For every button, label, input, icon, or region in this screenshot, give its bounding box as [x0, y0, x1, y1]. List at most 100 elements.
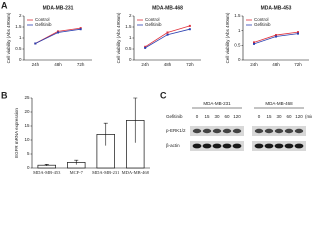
x-tick-label: 24h: [141, 62, 149, 67]
y-axis-label: EGFR mRNA expression: [14, 108, 19, 158]
band: [254, 143, 264, 149]
axis: [242, 16, 309, 61]
marker: [188, 28, 191, 31]
y-tick-label: 25: [24, 95, 30, 100]
x-tick-label: MCF-7: [70, 170, 84, 175]
x-tick-label: MDA-MB-453: [33, 170, 61, 175]
y-tick-label: 20: [24, 109, 30, 114]
figure: A B C 0 0.5 1 1.5 2 Cell viability (Abs 490nm…: [1, 0, 312, 175]
y-axis-label: Cell viability (Abs 490nm): [6, 12, 11, 63]
marker: [144, 45, 147, 48]
y-tick-label: 0: [238, 57, 241, 62]
marker: [253, 42, 255, 45]
band: [274, 143, 284, 149]
marker: [253, 41, 255, 44]
band: [202, 128, 212, 134]
y-tick-label: 0: [19, 57, 22, 62]
error-bar: [74, 159, 79, 165]
band: [192, 128, 202, 134]
marker: [79, 28, 82, 31]
y-tick-label: 1.5: [125, 24, 132, 29]
legend-label: Gefitinib: [35, 22, 52, 27]
band: [264, 143, 274, 149]
x-tick-label: MDA-MB-468: [122, 170, 150, 175]
y-axis-label: Cell viability (Abs 490nm): [225, 12, 230, 63]
band: [232, 128, 242, 134]
group-label: MDA-MB-468: [265, 101, 293, 106]
lane-label: 0: [196, 114, 199, 119]
y-tick-label: 0.5: [15, 46, 22, 51]
y-axis-label: Cell viability (Abs 490nm): [116, 12, 121, 63]
band: [254, 128, 264, 134]
marker: [297, 32, 299, 35]
marker: [57, 31, 59, 34]
y-tick-label: 0: [27, 165, 30, 170]
error-bar: [44, 164, 49, 167]
lane-label: 30: [276, 114, 282, 119]
band: [264, 128, 274, 134]
y-tick-label: 2: [129, 13, 132, 18]
panel-label: B: [1, 90, 8, 100]
chart-title: MDA-MB-468: [152, 5, 183, 11]
lane-label: 120: [233, 114, 241, 119]
marker: [275, 34, 277, 37]
marker: [166, 33, 169, 36]
x-tick-label: 48h: [54, 62, 62, 67]
lane-label: 120: [295, 114, 303, 119]
lane-label: 30: [214, 114, 220, 119]
marker: [57, 30, 59, 33]
x-tick-label: 72h: [294, 62, 302, 67]
x-tick-label: 24h: [32, 62, 40, 67]
x-tick-label: 48h: [164, 62, 172, 67]
band: [192, 143, 202, 149]
legend-label: Gefitinib: [145, 22, 162, 27]
legend-label: Control: [35, 17, 50, 22]
marker: [275, 35, 277, 38]
marker: [166, 31, 169, 34]
lane-label: 0: [258, 114, 261, 119]
y-tick-label: 10: [24, 137, 30, 142]
chart-title: MDA-MB-231: [43, 5, 74, 11]
y-tick-label: 0.5: [125, 46, 132, 51]
x-tick-label: 72h: [186, 62, 194, 67]
x-tick-label: 24h: [250, 62, 258, 67]
group-label: MDA-MB-231: [203, 101, 231, 106]
panel-label: C: [160, 90, 167, 100]
y-tick-label: 1: [19, 35, 22, 40]
y-tick-label: 1: [129, 35, 132, 40]
marker: [188, 24, 191, 27]
band: [284, 143, 294, 149]
treatment-label: Gefitinib: [166, 114, 183, 119]
panel-label: A: [1, 0, 8, 10]
band: [202, 143, 212, 149]
band: [294, 128, 304, 134]
error-bar: [103, 122, 108, 146]
legend-label: Control: [145, 17, 160, 22]
y-tick-label: 1: [238, 28, 241, 33]
marker: [297, 31, 299, 34]
band: [222, 143, 232, 149]
x-tick-label: 72h: [77, 62, 85, 67]
band: [212, 128, 222, 134]
y-tick-label: 2: [19, 13, 22, 18]
lane-label: 60: [286, 114, 292, 119]
y-tick-label: 15: [24, 123, 30, 128]
marker: [34, 42, 37, 45]
y-tick-label: 0: [129, 57, 132, 62]
lane-label: 15: [266, 114, 272, 119]
marker: [144, 46, 147, 49]
band: [294, 143, 304, 149]
row-label: β-actin: [166, 143, 180, 148]
row-label: p-ERK1/2: [166, 128, 186, 133]
legend-label: Control: [254, 17, 269, 22]
band: [274, 128, 284, 134]
y-tick-label: 5: [27, 151, 30, 156]
legend-label: Gefitinib: [254, 22, 271, 27]
lane-label: 60: [224, 114, 230, 119]
y-tick-label: 0.5: [234, 43, 241, 48]
band: [212, 143, 222, 149]
band: [222, 128, 232, 134]
y-tick-label: 1.5: [234, 13, 241, 18]
unit-label: (min): [305, 114, 312, 119]
x-tick-label: 48h: [272, 62, 280, 67]
